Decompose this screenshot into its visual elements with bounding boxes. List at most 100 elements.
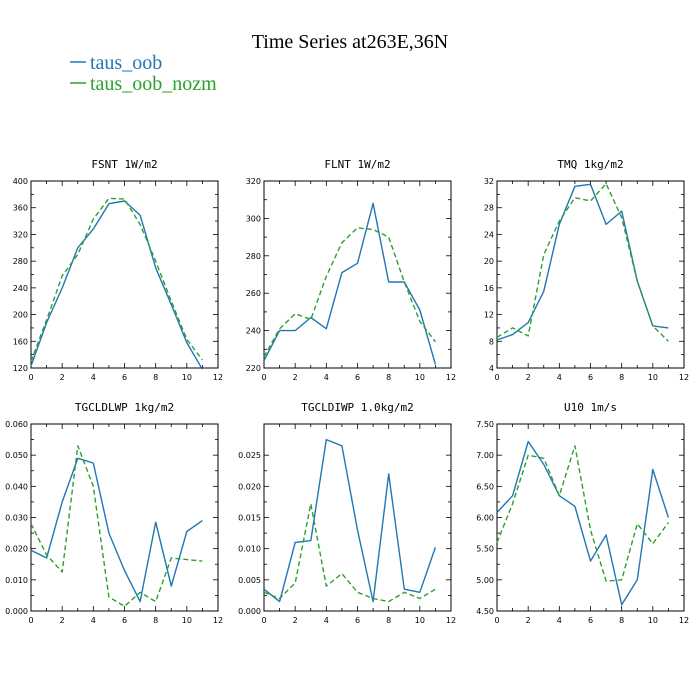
x-tick-label: 4 <box>557 616 562 625</box>
chart-panel: FLNT 1W/m2 0 2 4 6 8 10 12 220 240 260 280 300 320 <box>246 158 456 382</box>
series-line-taus-oob-nozm <box>30 445 203 607</box>
panel-title: FSNT 1W/m2 <box>91 158 157 171</box>
x-tick-label: 10 <box>182 373 192 382</box>
x-tick-label: 2 <box>293 616 298 625</box>
y-tick-label: 0.005 <box>238 576 261 585</box>
y-tick-label: 0.030 <box>5 514 28 523</box>
plot-frame <box>496 180 685 369</box>
x-tick-label: 10 <box>415 373 425 382</box>
series-line-taus-oob <box>30 200 204 370</box>
y-tick-label: 0.015 <box>238 514 261 523</box>
x-tick-label: 8 <box>619 616 624 625</box>
x-tick-label: 10 <box>648 616 658 625</box>
y-tick-label: 0.000 <box>5 607 28 616</box>
chart-panel: U10 1m/s 0 2 4 6 8 10 12 4.50 5.00 5.50 6.00 6.50 7.0… <box>476 401 689 625</box>
plot-frame <box>30 423 219 612</box>
y-tick-label: 0.025 <box>238 451 261 460</box>
y-tick-label: 400 <box>13 177 28 186</box>
chart-panels: FSNT 1W/m20 2 4 6 8 10 12120160200240280320360… <box>5 158 689 625</box>
plot-frame <box>30 180 219 369</box>
chart-panel: TGCLDIWP 1.0kg/m2 0 2 4 6 8 10 12 0.000 0.005 0.01… <box>238 401 456 625</box>
y-tick-label: 0.050 <box>5 451 28 460</box>
y-tick-label: 300 <box>246 214 261 223</box>
y-tick-label: 0.010 <box>238 545 261 554</box>
x-tick-label: 8 <box>153 373 158 382</box>
x-tick-label: 6 <box>122 616 127 625</box>
x-tick-label: 4 <box>324 616 329 625</box>
y-tick-label: 0.000 <box>238 607 261 616</box>
x-tick-label: 8 <box>619 373 624 382</box>
y-tick-label: 0.020 <box>5 545 28 554</box>
y-tick-label: 0.040 <box>5 482 28 491</box>
x-tick-label: 8 <box>386 616 391 625</box>
legend: taus_oob taus_oob_nozm <box>70 52 217 95</box>
y-tick-label: 280 <box>13 257 28 266</box>
chart-panel: FSNT 1W/m2 0 2 4 6 8 10 12 120 160 200 240 280 320 360… <box>13 158 223 382</box>
x-tick-label: 10 <box>415 616 425 625</box>
series-line-taus-oob-nozm <box>263 503 436 603</box>
y-tick-label: 7.00 <box>476 451 494 460</box>
x-tick-label: 6 <box>355 616 360 625</box>
x-tick-label: 4 <box>557 373 562 382</box>
chart-panel: TGCLDLWP 1kg/m2 0 2 4 6 8 10 12 0.000 0.010 0.020 0… <box>5 401 223 625</box>
series-line-taus-oob <box>263 438 437 603</box>
y-tick-label: 24 <box>484 230 494 239</box>
x-tick-label: 6 <box>588 373 593 382</box>
y-tick-label: 5.00 <box>476 576 494 585</box>
x-tick-label: 12 <box>679 373 689 382</box>
plot-frame <box>263 180 452 369</box>
x-tick-label: 10 <box>648 373 658 382</box>
panel-title: TGCLDLWP 1kg/m2 <box>75 401 174 414</box>
y-tick-label: 240 <box>246 327 261 336</box>
x-tick-label: 12 <box>446 373 456 382</box>
y-tick-label: 6.00 <box>476 514 494 523</box>
series-line-taus-oob <box>30 457 203 603</box>
x-tick-label: 6 <box>588 616 593 625</box>
x-tick-label: 10 <box>182 616 192 625</box>
panel-title: FLNT 1W/m2 <box>324 158 390 171</box>
x-tick-label: 2 <box>526 373 531 382</box>
series-line-taus-oob-nozm <box>496 445 669 582</box>
series-line-taus-oob-nozm <box>30 197 203 362</box>
x-tick-label: 0 <box>494 616 499 625</box>
x-tick-label: 12 <box>679 616 689 625</box>
y-tick-label: 320 <box>246 177 261 186</box>
x-tick-label: 4 <box>91 616 96 625</box>
x-tick-label: 2 <box>293 373 298 382</box>
panel-title: TGCLDIWP 1.0kg/m2 <box>301 401 414 414</box>
y-tick-label: 320 <box>13 230 28 239</box>
y-tick-label: 0.060 <box>5 420 28 429</box>
x-tick-label: 0 <box>28 616 33 625</box>
y-tick-label: 0.020 <box>238 482 261 491</box>
x-tick-label: 0 <box>494 373 499 382</box>
panel-title: TMQ 1kg/m2 <box>557 158 623 171</box>
x-tick-label: 8 <box>386 373 391 382</box>
legend-label-taus-oob-nozm: taus_oob_nozm <box>90 73 217 95</box>
y-tick-label: 12 <box>484 311 494 320</box>
y-tick-label: 360 <box>13 204 28 213</box>
legend-label-taus-oob: taus_oob <box>90 52 162 74</box>
y-tick-label: 260 <box>246 289 261 298</box>
y-tick-label: 20 <box>484 257 494 266</box>
y-tick-label: 4.50 <box>476 607 494 616</box>
series-line-taus-oob-nozm <box>263 227 436 358</box>
series-line-taus-oob <box>496 440 670 606</box>
x-tick-label: 8 <box>153 616 158 625</box>
x-tick-label: 4 <box>91 373 96 382</box>
series-line-taus-oob <box>496 183 669 341</box>
figure-title: Time Series at263E,36N <box>252 31 448 53</box>
x-tick-label: 0 <box>261 373 266 382</box>
y-tick-label: 5.50 <box>476 545 494 554</box>
x-tick-label: 2 <box>60 373 65 382</box>
panel-title: U10 1m/s <box>564 401 617 414</box>
x-tick-label: 2 <box>60 616 65 625</box>
y-tick-label: 8 <box>489 337 494 346</box>
y-tick-label: 0.010 <box>5 576 28 585</box>
y-tick-label: 280 <box>246 252 261 261</box>
y-tick-label: 200 <box>13 311 28 320</box>
x-tick-label: 12 <box>446 616 456 625</box>
x-tick-label: 0 <box>261 616 266 625</box>
x-tick-label: 12 <box>213 616 223 625</box>
